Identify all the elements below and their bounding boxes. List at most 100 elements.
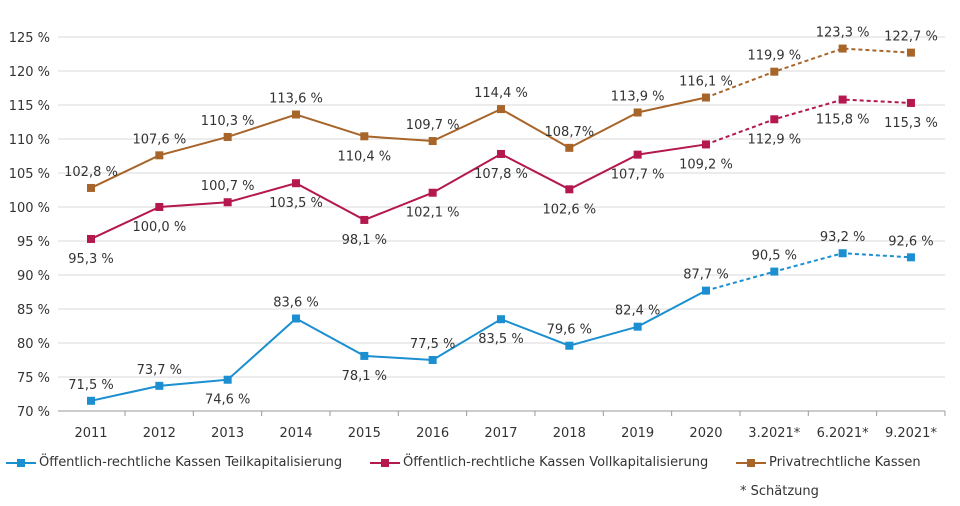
x-tick-label: 2015 bbox=[348, 426, 381, 441]
series-line-estimate bbox=[705, 252, 912, 292]
data-label: 113,9 % bbox=[611, 89, 665, 104]
data-point bbox=[291, 110, 300, 119]
data-label: 113,6 % bbox=[269, 92, 323, 107]
data-label: 92,6 % bbox=[888, 234, 933, 249]
y-tick-label: 115 % bbox=[9, 99, 50, 114]
data-label: 95,3 % bbox=[68, 252, 113, 267]
data-point bbox=[291, 179, 300, 188]
data-label: 107,8 % bbox=[474, 167, 528, 182]
data-label: 90,5 % bbox=[752, 249, 797, 264]
legend-label: Öffentlich-rechtliche Kassen Vollkapital… bbox=[403, 455, 709, 470]
data-label: 102,8 % bbox=[64, 165, 118, 180]
y-tick-label: 85 % bbox=[17, 303, 50, 318]
data-point bbox=[360, 351, 369, 360]
data-label: 122,7 % bbox=[884, 30, 938, 45]
data-point bbox=[428, 356, 437, 364]
data-point bbox=[155, 381, 164, 390]
data-label: 115,8 % bbox=[816, 113, 870, 128]
legend-label: Öffentlich-rechtliche Kassen Teilkapital… bbox=[39, 455, 343, 470]
x-tick-label: 2016 bbox=[416, 426, 449, 441]
data-label: 73,7 % bbox=[137, 363, 182, 378]
data-point bbox=[906, 253, 915, 262]
data-label: 112,9 % bbox=[747, 132, 801, 147]
data-label: 78,1 % bbox=[342, 369, 387, 384]
data-label: 108,7% bbox=[545, 125, 595, 140]
data-point bbox=[360, 215, 369, 224]
data-point bbox=[701, 286, 710, 295]
legend-item-vollkapitalisierung: Öffentlich-rechtliche Kassen Vollkapital… bbox=[370, 455, 708, 470]
data-point bbox=[223, 375, 232, 384]
data-point bbox=[87, 183, 95, 192]
data-point bbox=[223, 132, 232, 141]
data-point bbox=[428, 188, 437, 197]
data-label: 109,2 % bbox=[679, 157, 733, 172]
x-tick-label: 2018 bbox=[553, 426, 586, 441]
data-label: 77,5 % bbox=[410, 337, 455, 352]
x-tick-label: 9.2021* bbox=[885, 426, 937, 441]
data-point bbox=[770, 267, 779, 276]
data-label: 103,5 % bbox=[269, 196, 323, 211]
data-label: 116,1 % bbox=[679, 75, 733, 90]
data-label: 114,4 % bbox=[474, 86, 528, 101]
legend-swatch bbox=[370, 457, 400, 469]
data-label: 123,3 % bbox=[816, 26, 870, 41]
data-point bbox=[701, 140, 710, 149]
data-point bbox=[838, 95, 847, 104]
data-point bbox=[155, 203, 164, 211]
data-label: 71,5 % bbox=[68, 378, 113, 393]
data-label: 107,6 % bbox=[132, 132, 186, 147]
series-line-estimate bbox=[705, 47, 912, 99]
estimate-note: * Schätzung bbox=[740, 484, 819, 499]
data-point bbox=[360, 132, 369, 141]
data-point bbox=[428, 137, 437, 146]
data-point bbox=[770, 115, 779, 124]
legend-label: Privatrechtliche Kassen bbox=[769, 455, 921, 470]
data-point bbox=[633, 322, 642, 331]
y-tick-label: 70 % bbox=[17, 405, 50, 420]
data-point bbox=[701, 93, 710, 102]
x-tick-label: 2017 bbox=[484, 426, 517, 441]
data-label: 109,7 % bbox=[406, 118, 460, 133]
data-point bbox=[496, 105, 505, 114]
x-tick-label: 6.2021* bbox=[817, 426, 869, 441]
x-tick-label: 2011 bbox=[74, 426, 107, 441]
data-label: 100,0 % bbox=[132, 220, 186, 235]
data-label: 98,1 % bbox=[342, 233, 387, 248]
y-tick-label: 80 % bbox=[17, 337, 50, 352]
y-tick-label: 95 % bbox=[17, 235, 50, 250]
data-point bbox=[565, 143, 574, 152]
data-label: 102,6 % bbox=[542, 202, 596, 217]
data-label: 93,2 % bbox=[820, 230, 865, 245]
data-label: 83,6 % bbox=[273, 296, 318, 311]
data-point bbox=[223, 198, 232, 207]
data-point bbox=[770, 67, 779, 76]
y-tick-label: 100 % bbox=[9, 201, 50, 216]
x-tick-label: 3.2021* bbox=[748, 426, 800, 441]
series-line bbox=[90, 289, 707, 402]
data-point bbox=[838, 44, 847, 53]
data-point bbox=[496, 149, 505, 158]
data-point bbox=[633, 150, 642, 159]
legend-swatch bbox=[6, 457, 36, 469]
data-point bbox=[291, 314, 300, 323]
data-label: 82,4 % bbox=[615, 304, 660, 319]
y-tick-label: 105 % bbox=[9, 167, 50, 182]
data-label: 74,6 % bbox=[205, 393, 250, 408]
data-label: 102,1 % bbox=[406, 206, 460, 221]
y-tick-label: 75 % bbox=[17, 371, 50, 386]
data-point bbox=[87, 234, 95, 243]
y-tick-label: 110 % bbox=[9, 133, 50, 148]
y-tick-label: 125 % bbox=[9, 31, 50, 46]
data-label: 110,4 % bbox=[337, 149, 391, 164]
data-point bbox=[496, 315, 505, 324]
data-point bbox=[565, 185, 574, 194]
legend-swatch bbox=[736, 457, 766, 469]
y-tick-label: 90 % bbox=[17, 269, 50, 284]
data-label: 87,7 % bbox=[683, 268, 728, 283]
series-line-estimate bbox=[705, 98, 912, 146]
series-line bbox=[90, 96, 707, 189]
legend-item-teilkapitalisierung: Öffentlich-rechtliche Kassen Teilkapital… bbox=[6, 455, 342, 470]
series-line bbox=[90, 143, 707, 240]
line-chart: 70 % 75 % 80 % 85 % 90 % 95 % 100 % 105 % 110 % 1… bbox=[9, 26, 946, 441]
